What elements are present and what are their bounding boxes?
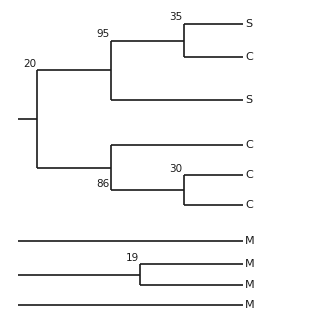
Text: M: M <box>245 236 255 246</box>
Text: M: M <box>245 300 255 310</box>
Text: 86: 86 <box>96 179 109 189</box>
Text: S: S <box>245 95 252 105</box>
Text: 35: 35 <box>170 12 183 22</box>
Text: 95: 95 <box>96 29 109 39</box>
Text: M: M <box>245 280 255 290</box>
Text: 20: 20 <box>23 59 36 69</box>
Text: S: S <box>245 19 252 29</box>
Text: 30: 30 <box>170 164 183 173</box>
Text: C: C <box>245 140 253 150</box>
Text: C: C <box>245 200 253 210</box>
Text: M: M <box>245 259 255 269</box>
Text: C: C <box>245 52 253 62</box>
Text: 19: 19 <box>125 252 139 262</box>
Text: C: C <box>245 170 253 180</box>
